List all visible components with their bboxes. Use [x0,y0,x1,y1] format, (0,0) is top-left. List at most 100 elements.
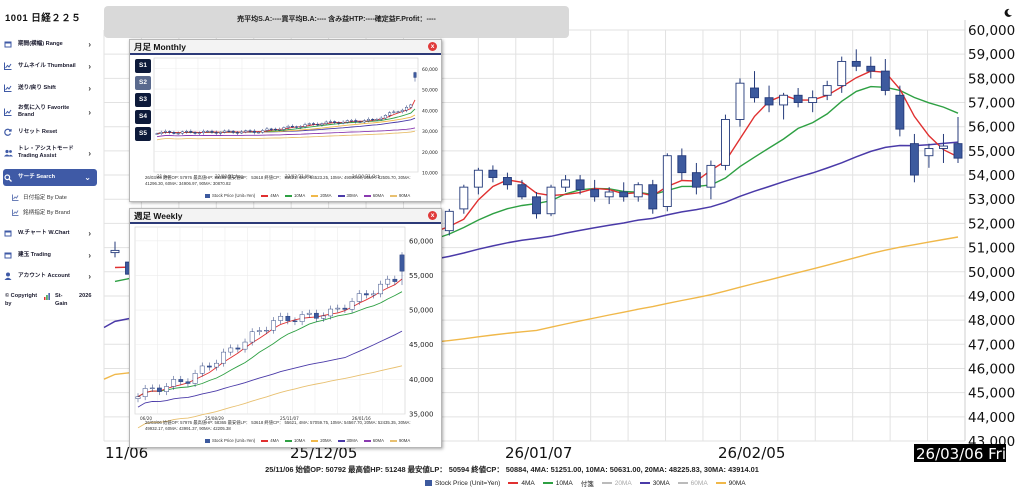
candle-body [171,379,177,387]
legend-10ma[interactable]: 10MA [542,480,573,487]
y-tick-label: 40,000 [409,376,434,384]
chart-icon [3,107,13,117]
candle-body [324,121,328,124]
candle-body [575,179,585,191]
candle-body [356,293,362,302]
s2-button[interactable]: S2 [135,76,151,90]
y-tick-label: 47,000 [968,337,1015,353]
y-tick-label: 59,000 [968,47,1015,63]
candle-body [273,128,277,131]
x-tick-label: 26/01/07 [505,444,572,462]
moon-icon[interactable] [1003,8,1013,18]
candle-body [335,307,341,310]
candle-body [363,293,369,296]
candle-body [488,169,498,178]
candle-body [290,125,294,128]
monthly-chart[interactable]: 10,000 20,000 30,000 40,000 50,000 60,000 21 J… [130,40,443,203]
candle-body [444,210,454,232]
chart-icon [12,209,19,216]
candle-body [231,130,235,133]
candle-body [306,312,312,315]
candle-body [149,387,155,389]
candle-body [248,130,252,132]
candle-body [721,119,730,166]
s1-button[interactable]: S1 [135,59,151,73]
candle-body [307,123,311,125]
candle-body [210,130,214,133]
y-tick-label: 20,000 [422,150,438,156]
search-by-brand[interactable]: 銘柄指定 By Brand [12,208,70,216]
candle-body [517,184,527,198]
candle-body [354,120,358,122]
candle-body [285,315,291,322]
sidebar-item-trading-assist[interactable]: トレ・アシストモード Trading Assist › [3,146,97,160]
candle-body [909,143,919,176]
s3-button[interactable]: S3 [135,93,151,107]
legend-stock-price[interactable]: Stock Price (Unit=Yen) [425,480,500,487]
candle-body [311,123,315,125]
x-tick-label: 24/10/31 Oct [352,174,380,179]
candle-body [240,131,244,134]
legend-90ma[interactable]: 90MA [715,480,746,487]
sidebar-item-search[interactable]: サーチ Search ⌄ [3,169,97,186]
candle-body [303,124,307,127]
sidebar-item-range[interactable]: 期間(横幅) Range › [3,39,97,49]
y-tick-label: 54,000 [968,168,1015,184]
weekly-legend: Stock Price (Unit=Yen) 4MA 10MA 20MA 30M… [205,438,410,443]
sidebar-item-reset[interactable]: リセット Reset [3,127,97,137]
chevron-right-icon: › [88,107,91,117]
sidebar-item-wchart[interactable]: W.チャート W.Chart › [3,228,97,238]
legend-20ma[interactable]: 20MA [601,480,632,487]
chevron-right-icon: › [88,39,91,49]
legend-4ma[interactable]: 4MA [508,480,535,487]
x-tick-label: 11/06 [105,444,148,462]
candle-body [242,341,248,350]
sidebar-item-thumbnail[interactable]: サムネイル Thumbnail › [3,61,97,71]
candle-body [321,315,326,319]
y-tick-label: 60,000 [422,67,438,73]
ma-line [137,291,403,398]
ma-line [137,365,403,429]
candle-body [342,307,348,310]
candle-body [271,320,276,331]
x-tick-label: 26/01/16 [352,416,371,421]
candle-body [793,94,803,103]
sidebar-item-trading[interactable]: 建玉 Trading › [3,250,97,260]
candle-body [261,130,265,133]
close-icon[interactable]: x [428,211,437,220]
panel-title: 月足 Monthly [134,41,186,52]
panel-header[interactable]: 月足 Monthly x [130,40,441,55]
candle-body [228,347,234,353]
y-tick-label: 56,000 [968,120,1015,136]
x-tick-label: 25/12/05 [290,444,357,462]
candle-body [157,387,162,392]
legend-60ma[interactable]: 60MA [677,480,708,487]
candle-body [278,129,282,131]
s5-button[interactable]: S5 [135,127,151,141]
chevron-down-icon: ⌄ [84,173,91,182]
x-tick-label: 21 Jan [157,174,170,179]
candle-body [265,128,269,131]
summary-banner: 売平均S.A:----買平均B.A:---- 含み益HTP:----確定益F.P… [104,6,569,38]
candle-body [214,132,218,134]
sidebar-item-favorite[interactable]: お気に入り Favorite Brand › [3,105,97,119]
candle-body [532,196,541,215]
panel-header[interactable]: 週足 Weekly x [130,209,441,224]
sidebar-item-account[interactable]: アカウント Account › [3,271,97,281]
weekly-chart[interactable]: 35,000 40,000 45,000 50,000 55,000 60,000 06/2… [130,209,443,449]
candle-body [866,65,876,72]
sidebar-item-shift[interactable]: 送り/戻り Shift › [3,83,97,93]
candle-body [880,70,890,91]
monthly-legend: Stock Price (Unit=Yen) 4MA 10MA 20MA 30M… [205,193,410,198]
s4-button[interactable]: S4 [135,110,151,124]
main-chart-info: 25/11/06 始値OP: 50792 最高値HP: 51248 最安値LP：… [265,465,759,474]
candle-body [648,184,658,210]
candle-body [223,130,227,133]
candle-body [256,330,262,332]
y-tick-label: 60,000 [409,237,434,245]
y-tick-label: 55,000 [409,272,434,280]
y-tick-label: 57,000 [968,96,1015,112]
search-by-date[interactable]: 日付指定 By Date [12,193,67,201]
legend-30ma[interactable]: 30MA [639,480,670,487]
close-icon[interactable]: x [428,42,437,51]
